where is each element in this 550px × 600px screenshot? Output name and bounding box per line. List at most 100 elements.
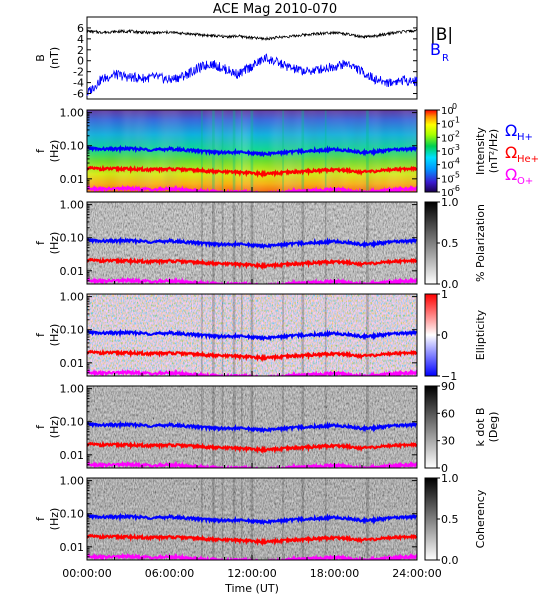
y-tick-label: 0.10	[60, 416, 85, 429]
dropout-stripe	[250, 478, 254, 560]
colorbar	[424, 385, 438, 469]
y-tick-label: 0.10	[60, 140, 85, 153]
y-axis-unit: (Hz)	[48, 140, 61, 163]
panel-texture	[87, 386, 417, 468]
panel-image	[87, 202, 417, 284]
gyro-line-0	[87, 236, 417, 250]
panel-image	[87, 294, 417, 376]
y-axis-unit: (nT)	[48, 47, 61, 69]
y-tick-label: 1.00	[60, 199, 85, 212]
colorbar	[424, 109, 438, 193]
colorbar-tick-label: 1	[441, 288, 448, 301]
y-tick-label: 0.10	[60, 324, 85, 337]
colorbar-tick-label: 1.0	[441, 472, 459, 485]
dropout-stripe	[366, 294, 369, 376]
y-tick-label: 0.01	[60, 265, 85, 278]
panel-ellipticity: 1.00 0.10 0.01 f (Hz) 1 0 −1 Ellipticity	[34, 288, 487, 383]
y-tick-label: 6	[77, 22, 84, 35]
y-tick-label: 4	[77, 33, 84, 46]
series-br	[86, 53, 418, 96]
panel-image	[87, 386, 417, 468]
panel-image	[87, 478, 417, 560]
colorbar-tick-label: −1	[441, 370, 457, 383]
gyro-line-1	[87, 348, 417, 363]
gyro-line-1	[87, 164, 417, 179]
colorbar-tick-exp: 0	[452, 102, 457, 111]
y-axis-label: f	[34, 516, 47, 521]
colorbar-tick-label: 30	[441, 435, 455, 448]
gyro-legend-symbol: Ω	[505, 143, 517, 162]
y-tick-label: 0.10	[60, 508, 85, 521]
y-tick-label: -4	[73, 77, 84, 90]
y-tick-label: -2	[73, 66, 84, 79]
y-tick-label: -6	[73, 88, 84, 101]
dropout-stripe	[366, 386, 369, 468]
colorbar-tick-label: 0.0	[441, 278, 459, 291]
y-tick-label: 0	[77, 55, 84, 68]
x-tick-label: 00:00:00	[62, 567, 111, 580]
panel-texture	[87, 294, 417, 376]
colorbar	[424, 201, 438, 285]
y-axis-label: f	[34, 424, 47, 429]
gyro-line-0	[87, 144, 417, 158]
legend-bmag: |B|	[430, 25, 453, 45]
dropout-stripe	[366, 110, 369, 192]
panel-image	[87, 110, 417, 192]
dropout-stripe	[282, 110, 284, 192]
panel-texture	[87, 478, 417, 560]
colorbar-tick-exp: -1	[452, 116, 460, 125]
dropout-stripe	[282, 478, 284, 560]
panel-texture	[87, 110, 417, 192]
y-tick-label: 1.00	[60, 475, 85, 488]
gyro-line-2	[87, 276, 417, 284]
colorbar-tick-base: 10	[441, 133, 454, 144]
y-axis-label: f	[34, 240, 47, 245]
y-tick-label: 0.01	[60, 173, 85, 186]
dropout-stripe	[250, 110, 254, 192]
series-bmag	[86, 28, 417, 41]
gyro-line-1	[87, 256, 417, 271]
dropout-stripe	[221, 110, 224, 192]
colorbar-tick-exp: -5	[452, 170, 460, 179]
dropout-stripe	[366, 478, 369, 560]
y-tick-label: 0.01	[60, 357, 85, 370]
legend-br-sub: R	[442, 53, 449, 64]
colorbar	[424, 477, 438, 561]
legend-br: B	[430, 40, 441, 59]
colorbar-label: Intensity	[474, 127, 487, 175]
x-tick-label: 06:00:00	[145, 567, 194, 580]
colorbar-tick-base: 10	[441, 106, 454, 117]
dropout-stripe	[282, 294, 284, 376]
gyro-line-1	[87, 440, 417, 455]
dropout-stripe	[366, 202, 369, 284]
y-axis-unit: (Hz)	[48, 324, 61, 347]
colorbar-tick-label: 1.0	[441, 196, 459, 209]
y-axis-unit: (Hz)	[48, 232, 61, 255]
y-tick-label: 0.01	[60, 541, 85, 554]
gyro-legend-symbol: Ω	[505, 165, 517, 184]
y-tick-label: 0.01	[60, 449, 85, 462]
colorbar-unit: (nT²/Hz)	[487, 129, 500, 173]
x-tick-label: 18:00:00	[310, 567, 359, 580]
dropout-stripe	[250, 202, 254, 284]
colorbar-tick-label: 0.5	[441, 513, 459, 526]
dropout-stripe	[282, 386, 284, 468]
gyro-legend-sub: He+	[517, 154, 539, 165]
gyro-legend-sub: H+	[517, 132, 533, 143]
gyro-line-2	[87, 460, 417, 468]
dropout-stripe	[221, 386, 224, 468]
gyro-line-0	[87, 328, 417, 342]
colorbar-tick-exp: -3	[452, 143, 460, 152]
gyro-line-0	[87, 512, 417, 526]
gyro-line-0	[87, 420, 417, 434]
colorbar-tick-label: 0	[441, 462, 448, 475]
y-axis-unit: (Hz)	[48, 508, 61, 531]
y-axis-label: B	[34, 54, 47, 62]
colorbar-label: % Polarization	[474, 204, 487, 282]
gyro-line-2	[87, 552, 417, 560]
y-axis-label: f	[34, 332, 47, 337]
colorbar-tick-exp: -2	[452, 129, 460, 138]
dropout-stripe	[282, 202, 284, 284]
